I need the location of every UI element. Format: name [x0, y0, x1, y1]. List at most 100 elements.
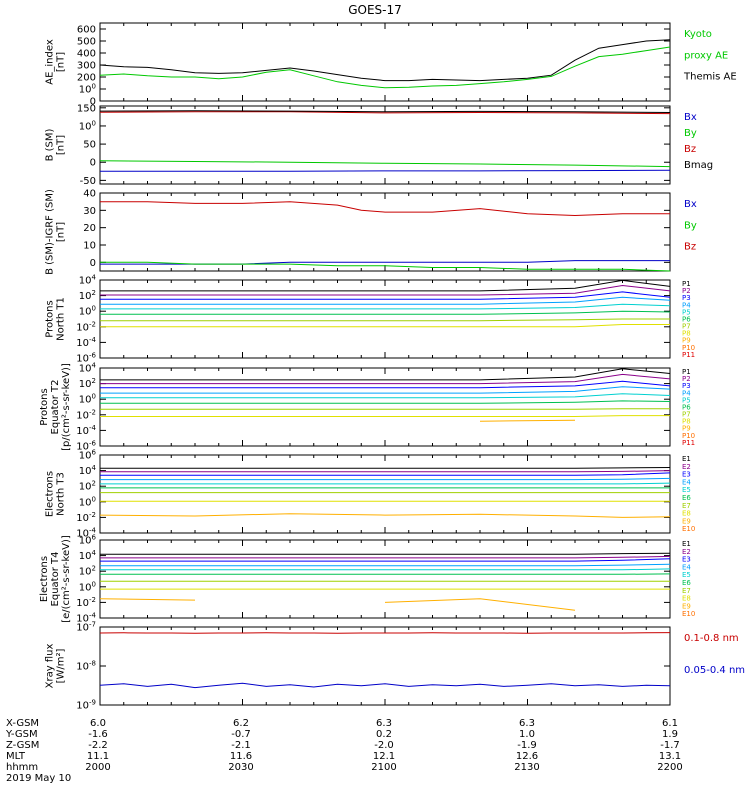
ytick-label: 100 [79, 580, 96, 593]
panel-frame [99, 105, 671, 185]
legend-entry: E2 [682, 463, 691, 471]
axis-row-value: -2.0 [374, 740, 394, 751]
axis-row-label: MLT [6, 751, 26, 762]
legend-entry: By [684, 220, 697, 231]
axis-row-value: -0.7 [231, 729, 251, 740]
legend-entry: E10 [682, 610, 695, 618]
series-E2 [100, 555, 671, 559]
axis-row-value: 6.3 [519, 718, 535, 729]
series-E4 [100, 563, 671, 567]
legend-entry: P7 [682, 323, 691, 331]
legend-entry: E1 [682, 455, 691, 463]
panel-frame [99, 539, 671, 619]
legend-entry: Bmag [684, 160, 713, 171]
ytick-label: 0 [90, 258, 96, 269]
legend-entry: proxy AE [684, 50, 728, 61]
series-P4 [100, 296, 671, 305]
axis-row-value: 1.0 [519, 729, 535, 740]
axis-row-value: 6.2 [233, 718, 249, 729]
series-Bz [100, 201, 670, 217]
series-Bz [99, 111, 671, 115]
ytick-label: 40 [83, 189, 96, 200]
ylabel-line: North T3 [56, 472, 67, 516]
legend-entry: P5 [682, 308, 691, 316]
ylabel-line: [nT] [56, 222, 67, 242]
ytick-label: 10-8 [76, 660, 96, 673]
series-E1 [100, 552, 671, 555]
ylabel-line: [W/m²] [56, 648, 67, 683]
ytick-label: 10-4 [76, 336, 96, 349]
legend-entry: P10 [682, 344, 695, 352]
series-P9 [479, 419, 576, 422]
axis-row-value: -1.6 [88, 729, 108, 740]
ytick-label: 0 [90, 97, 96, 108]
series-P5 [100, 303, 671, 310]
ytick-label: 20 [83, 223, 96, 234]
series-P3 [100, 380, 671, 389]
legend-entry: E8 [682, 595, 691, 603]
ytick-label: 10-2 [76, 408, 96, 421]
axis-row-value: -2.1 [231, 740, 251, 751]
ytick-label: 100 [79, 305, 96, 318]
series-P7 [100, 408, 670, 410]
legend-entry: Themis AE [683, 72, 737, 83]
legend-entry: Bz [684, 144, 696, 155]
legend-entry: P6 [682, 403, 691, 411]
ytick-label: 300 [77, 61, 96, 72]
axis-row-value: 13.1 [659, 751, 681, 762]
series-P4 [100, 386, 671, 394]
legend-entry: Kyoto [684, 29, 712, 40]
ylabel-line: [e/(cm²-s-sr-keV)] [61, 535, 72, 623]
ytick-label: 10-9 [76, 699, 96, 712]
legend-entry: E5 [682, 571, 691, 579]
axis-row-value: -1.7 [660, 740, 680, 751]
series-P1 [100, 368, 671, 381]
ylabel-line: North T1 [56, 297, 67, 341]
series-E2 [100, 470, 671, 473]
legend-entry: 0.05-0.4 nm [684, 665, 745, 676]
series-Kyoto proxy AE [99, 46, 671, 89]
axis-row-value: 6.1 [662, 718, 678, 729]
ytick-label: 106 [79, 534, 97, 547]
ytick-label: 102 [79, 289, 96, 302]
axis-row-value: 0.2 [376, 729, 392, 740]
legend-entry: P4 [682, 301, 691, 309]
ytick-label: 150 [77, 103, 96, 114]
series-P7 [100, 318, 670, 322]
series-E9 [99, 598, 576, 611]
ytick-label: 10 [83, 241, 96, 252]
axis-row-label: Z-GSM [6, 740, 39, 751]
series-E3 [100, 558, 671, 562]
ylabel-line: Equator T4 [50, 552, 61, 607]
series-P8 [100, 415, 670, 417]
ylabel-line: Equator T2 [50, 380, 61, 435]
ytick-label: 600 [77, 25, 96, 36]
legend-entry: E8 [682, 510, 691, 518]
series-P2 [100, 284, 671, 296]
series-E1 [100, 467, 671, 469]
series-By [100, 261, 671, 272]
series-Bmag [99, 110, 671, 113]
legend-entry: P8 [682, 418, 691, 426]
legend-entry: P1 [682, 280, 691, 288]
axis-row-value: 2130 [514, 762, 539, 773]
ytick-label: 100 [79, 495, 96, 508]
legend-entry: E2 [682, 548, 691, 556]
series-E5 [100, 482, 671, 485]
axis-row-value: -2.2 [88, 740, 108, 751]
ylabel-line: B (SM)-IGRF (SM) [45, 189, 56, 275]
axis-row-value: 11.6 [230, 751, 252, 762]
legend-entry: E10 [682, 525, 695, 533]
series-E5 [100, 568, 671, 571]
figure-title: GOES-17 [348, 3, 402, 17]
ylabel-line: Electrons [39, 556, 50, 602]
series-P6 [100, 400, 671, 404]
date-label: 2019 May 10 [6, 773, 71, 784]
axis-row-label: X-GSM [6, 718, 39, 729]
legend-entry: P8 [682, 330, 691, 338]
axis-row-value: -1.9 [517, 740, 537, 751]
axis-row-value: 12.1 [373, 751, 395, 762]
